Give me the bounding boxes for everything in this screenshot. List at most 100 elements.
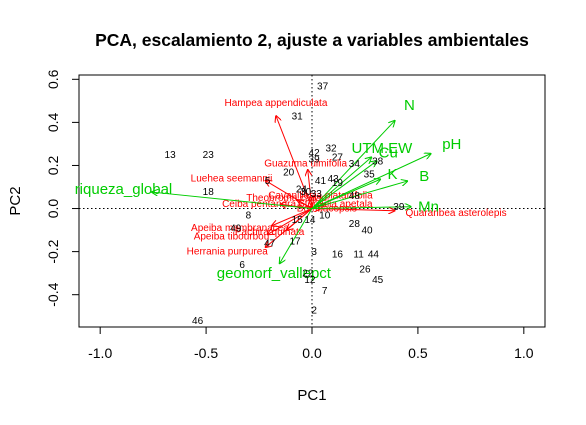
species-label: Luehea seemannii [191, 173, 273, 184]
site-label: 22 [302, 269, 314, 280]
x-axis-label: PC1 [297, 387, 326, 404]
x-tick-label: 0.0 [302, 345, 322, 361]
site-label: 39 [309, 155, 321, 166]
site-label: 45 [372, 275, 384, 286]
site-label: 15 [292, 215, 304, 226]
environment-label: pH [442, 136, 461, 153]
site-label: 12 [304, 275, 316, 286]
environment-label: Cu [379, 145, 398, 162]
environment-arrow [280, 208, 313, 264]
environment-arrow [311, 161, 377, 209]
site-label: 10 [319, 211, 331, 222]
site-label: 11 [353, 249, 364, 260]
species-arrow [311, 209, 395, 211]
site-label: 13 [165, 150, 177, 161]
site-label: 27 [332, 152, 344, 163]
environment-arrow [311, 181, 407, 210]
site-label: 33 [311, 189, 323, 200]
species-arrow [268, 208, 313, 235]
site-label: 49 [230, 223, 242, 234]
species-arrow [287, 208, 313, 231]
site-label: 14 [304, 215, 316, 226]
species-arrow [297, 200, 313, 209]
species-label: Apeiba membranacea [191, 223, 289, 234]
site-label: 30 [300, 187, 312, 198]
environment-label: K [387, 166, 397, 183]
environment-arrow [152, 192, 313, 210]
species-arrow [272, 208, 313, 226]
site-label: 2 [311, 305, 317, 316]
species-layer: Hampea appendiculata Guazuma ulmifolia Lue… [187, 98, 507, 258]
species-label: Guazuma ulmifolia [264, 158, 347, 169]
site-label: 46 [192, 316, 204, 327]
site-label: 38 [372, 157, 384, 168]
y-tick-label: 0.2 [45, 156, 61, 176]
species-label: Cavanillesia platanifolia [268, 191, 373, 202]
site-label: 48 [349, 191, 361, 202]
species-label: Hampea appendiculata [225, 98, 328, 109]
site-label: 43 [328, 174, 340, 185]
site-label: 32 [326, 144, 338, 155]
site-label: 18 [203, 187, 215, 198]
environment-label: UTM.EW [351, 140, 413, 157]
x-tick-label: 0.5 [408, 345, 428, 361]
site-label: 3 [311, 247, 317, 258]
species-arrow [312, 196, 314, 209]
y-tick-label: 0.0 [45, 199, 61, 219]
species-arrow [276, 116, 313, 209]
site-label: 7 [322, 286, 328, 297]
y-tick-label: -0.4 [45, 282, 61, 306]
y-tick-label: 0.6 [45, 69, 61, 89]
site-label: 35 [364, 170, 376, 181]
environment-label: Mn [418, 198, 439, 215]
environment-label: geomorf_vallepct [217, 265, 332, 282]
y-tick-label: 0.4 [45, 112, 61, 132]
site-label: 37 [317, 81, 329, 92]
environment-arrow [311, 157, 371, 209]
site-label: 39 [393, 202, 405, 213]
site-label: 31 [292, 111, 304, 122]
site-label: 16 [332, 249, 344, 260]
site-label: 24 [296, 185, 308, 196]
site-label: 44 [368, 249, 380, 260]
y-axis: -0.4 -0.2 0.0 0.2 0.4 0.6 [45, 69, 80, 307]
species-label: Theobroma cacao [246, 193, 327, 204]
site-label: 17 [289, 236, 301, 247]
site-label: 20 [283, 167, 295, 178]
x-tick-label: 1.0 [514, 345, 534, 361]
species-label: Bombacopsis [297, 204, 357, 215]
environment-label: N [404, 97, 415, 114]
chart-title: PCA, escalamiento 2, ajuste a variables … [95, 30, 529, 50]
site-label: 40 [362, 226, 374, 237]
site-label: 47 [264, 239, 276, 250]
x-tick-label: -1.0 [88, 345, 112, 361]
y-axis-label: PC2 [7, 186, 24, 215]
environment-arrow [311, 179, 380, 209]
species-label: Apeiba tibourbou [194, 232, 270, 243]
environment-label: riqueza_global [75, 181, 173, 198]
site-label: 26 [359, 264, 371, 275]
site-label: 5 [265, 176, 271, 187]
site-label: 8 [246, 211, 252, 222]
species-label: Ceiba pentandra [222, 199, 296, 210]
species-label: Quararibea asterolepis [405, 208, 506, 219]
environment-arrow [311, 154, 431, 209]
environment-arrow [311, 207, 411, 209]
site-label: 41 [315, 176, 327, 187]
y-tick-label: -0.2 [45, 239, 61, 263]
site-label: 28 [349, 219, 361, 230]
x-tick-label: -0.5 [194, 345, 218, 361]
site-label: 6 [239, 260, 245, 271]
site-label: 23 [203, 150, 215, 161]
species-label: Pachira quinata [235, 227, 305, 238]
site-label: 19 [332, 178, 344, 189]
species-label: Herrania purpurea [187, 247, 269, 258]
x-axis: -1.0 -0.5 0.0 0.5 1.0 [88, 326, 534, 361]
site-label: 34 [349, 159, 361, 170]
site-label: 42 [309, 148, 321, 159]
environment-arrow [311, 121, 395, 209]
environment-label: B [419, 168, 429, 185]
